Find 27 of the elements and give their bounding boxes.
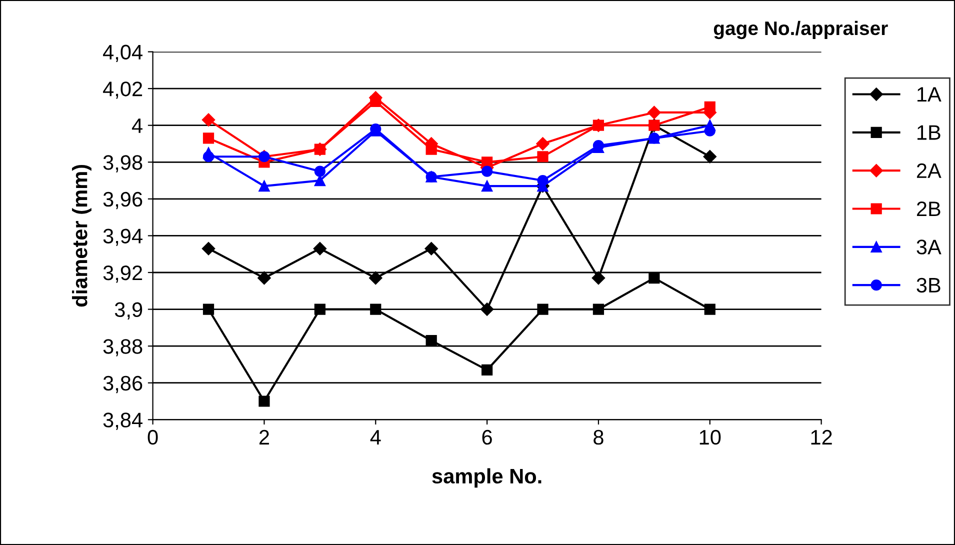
y-tick-label: 3,88 <box>103 339 142 356</box>
legend-title: gage No./appraiser <box>714 20 888 40</box>
x-tick-label: 0 <box>148 430 158 445</box>
x-tick-label: 6 <box>482 430 492 445</box>
y-tick-label: 3,98 <box>103 155 142 172</box>
y-tick-label: 3,92 <box>103 266 142 283</box>
y-tick-label: 3,86 <box>103 376 142 394</box>
x-tick-label: 10 <box>700 430 721 445</box>
y-tick-label: 3,96 <box>103 192 142 210</box>
y-tick-label: 3,94 <box>103 228 142 246</box>
legend-label: 3A <box>916 240 942 254</box>
legend-label: 2B <box>916 201 940 216</box>
legend-label: 1B <box>918 125 940 140</box>
y-tick-label: 4,02 <box>103 82 142 99</box>
y-tick-label: 4 <box>132 118 142 133</box>
x-tick-label: 4 <box>370 430 381 444</box>
legend-label: 3B <box>916 278 940 293</box>
x-tick-label: 8 <box>594 430 604 445</box>
y-axis-title: diameter (mm) <box>72 164 92 307</box>
x-axis-title: sample No. <box>432 468 542 488</box>
legend-label: 1A <box>918 87 942 102</box>
x-tick-label: 2 <box>259 430 269 444</box>
legend-label: 2A <box>916 163 942 178</box>
x-tick-label: 12 <box>811 430 832 444</box>
y-tick-label: 3,9 <box>114 302 142 320</box>
y-tick-label: 3,84 <box>103 412 142 430</box>
y-tick-label: 4,04 <box>103 44 142 62</box>
